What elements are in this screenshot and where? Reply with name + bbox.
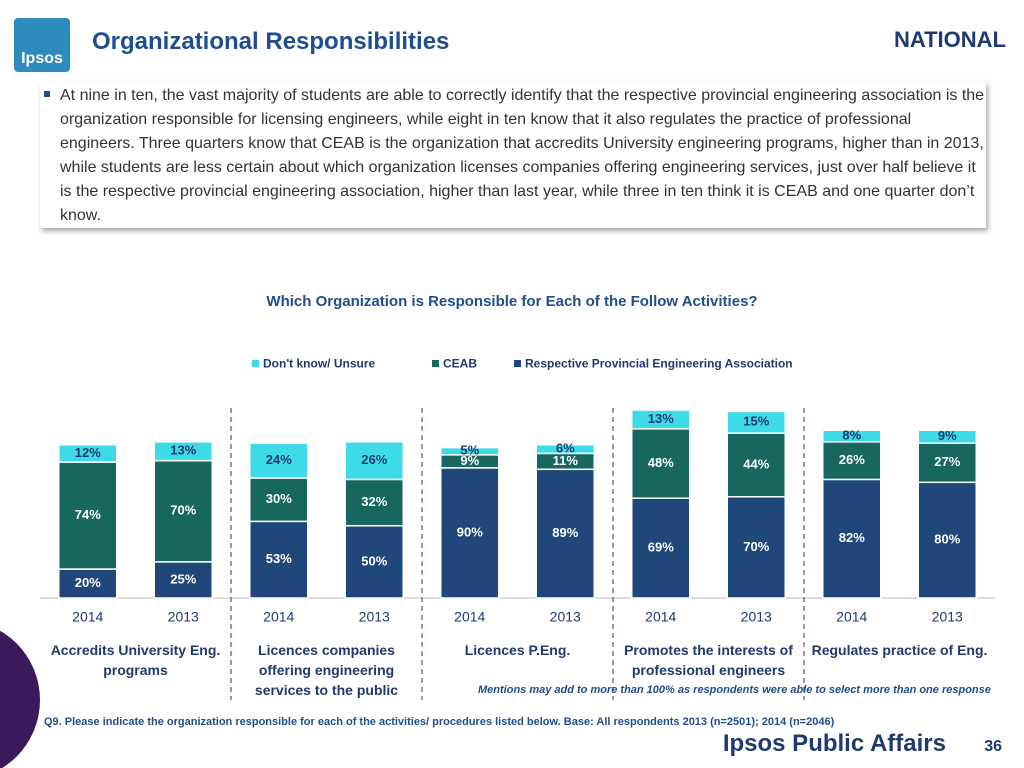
bar-segment — [631, 497, 691, 599]
bar-segment — [153, 459, 213, 563]
bar-segment — [344, 478, 404, 527]
value-label: 89% — [552, 525, 578, 540]
bullet-marker — [44, 91, 50, 97]
bar-segment — [822, 478, 882, 599]
region-label: NATIONAL — [893, 27, 1006, 52]
bar-segment — [726, 496, 786, 599]
text-box — [40, 82, 986, 228]
value-label: 25% — [170, 571, 196, 586]
bullet-text: At nine in ten, the vast majority of stu… — [60, 87, 985, 224]
value-label: 9% — [938, 428, 957, 443]
bar-segment — [535, 443, 595, 455]
value-label: 53% — [266, 551, 292, 566]
bar-segment — [917, 429, 977, 445]
value-label: 5% — [460, 443, 479, 458]
bar-segment — [344, 524, 404, 599]
value-label: 32% — [361, 494, 387, 509]
x-tick-label: 2014 — [454, 609, 485, 625]
brand: Ipsos Public Affairs — [722, 730, 946, 757]
group-label: Accredits University Eng. programs — [50, 642, 221, 678]
legend-swatch — [514, 360, 521, 367]
value-label: 12% — [75, 445, 101, 460]
group-label: Licences P.Eng. — [464, 642, 571, 658]
group-label: Licences companies offering engineering … — [254, 642, 399, 698]
page-number: 36 — [984, 738, 1002, 755]
x-tick-label: 2013 — [741, 609, 772, 625]
legend-label: CEAB — [443, 357, 477, 371]
bar-segment — [631, 428, 691, 499]
x-tick-label: 2013 — [932, 609, 963, 625]
value-label: 80% — [934, 532, 960, 547]
value-label: 48% — [648, 455, 674, 470]
value-label: 27% — [934, 454, 960, 469]
chart-note: Mentions may add to more than 100% as re… — [478, 684, 991, 696]
bar-segment — [726, 410, 786, 434]
x-tick-label: 2014 — [72, 609, 103, 625]
slide-title: Organizational Responsibilities — [92, 28, 450, 55]
bar-segment — [822, 441, 882, 481]
group-label: Regulates practice of Eng. — [811, 642, 988, 658]
legend-swatch — [432, 360, 439, 367]
value-label: 50% — [361, 553, 387, 568]
value-label: 13% — [170, 443, 196, 458]
value-label: 70% — [743, 539, 769, 554]
bar-segment — [58, 443, 118, 463]
bar-segment — [344, 441, 404, 481]
value-label: 6% — [556, 440, 575, 455]
legend-label: Don't know/ Unsure — [263, 357, 376, 371]
bar-segment — [917, 481, 977, 599]
footnote: Q9. Please indicate the organization res… — [44, 716, 835, 728]
x-tick-label: 2013 — [550, 609, 581, 625]
bar-segment — [249, 477, 309, 523]
value-label: 70% — [170, 503, 196, 518]
bar-segment — [249, 520, 309, 599]
bar-segment — [917, 442, 977, 484]
value-label: 30% — [266, 491, 292, 506]
value-label: 8% — [842, 427, 861, 442]
chart-title: Which Organization is Responsible for Ea… — [266, 293, 757, 310]
value-label: 9% — [460, 453, 479, 468]
value-label: 13% — [648, 411, 674, 426]
x-tick-label: 2014 — [645, 609, 676, 625]
value-label: 69% — [648, 540, 674, 555]
x-tick-label: 2014 — [836, 609, 867, 625]
bar-segment — [726, 432, 786, 498]
decor-circle — [0, 630, 40, 768]
value-label: 24% — [266, 452, 292, 467]
value-label: 26% — [839, 452, 865, 467]
legend-swatch — [252, 360, 259, 367]
value-label: 11% — [553, 453, 579, 468]
bar-segment — [440, 467, 500, 599]
value-label: 44% — [743, 456, 769, 471]
logo: Ipsos — [14, 18, 70, 72]
value-label: 15% — [743, 414, 769, 429]
x-tick-label: 2013 — [168, 609, 199, 625]
bar-segment — [58, 461, 118, 570]
bar-segment — [249, 442, 309, 479]
legend-label: Respective Provincial Engineering Associ… — [525, 357, 793, 371]
group-label: Promotes the interests of professional e… — [624, 642, 793, 678]
value-label: 90% — [457, 524, 483, 539]
bar-segment — [153, 441, 213, 462]
bar-segment — [822, 429, 882, 443]
bar-segment — [440, 446, 500, 456]
x-tick-label: 2014 — [263, 609, 294, 625]
value-label: 26% — [361, 452, 387, 467]
value-label: 74% — [75, 507, 101, 522]
bar-segment — [631, 409, 691, 430]
value-label: 82% — [839, 530, 865, 545]
value-label: 20% — [75, 575, 101, 590]
x-tick-label: 2013 — [359, 609, 390, 625]
